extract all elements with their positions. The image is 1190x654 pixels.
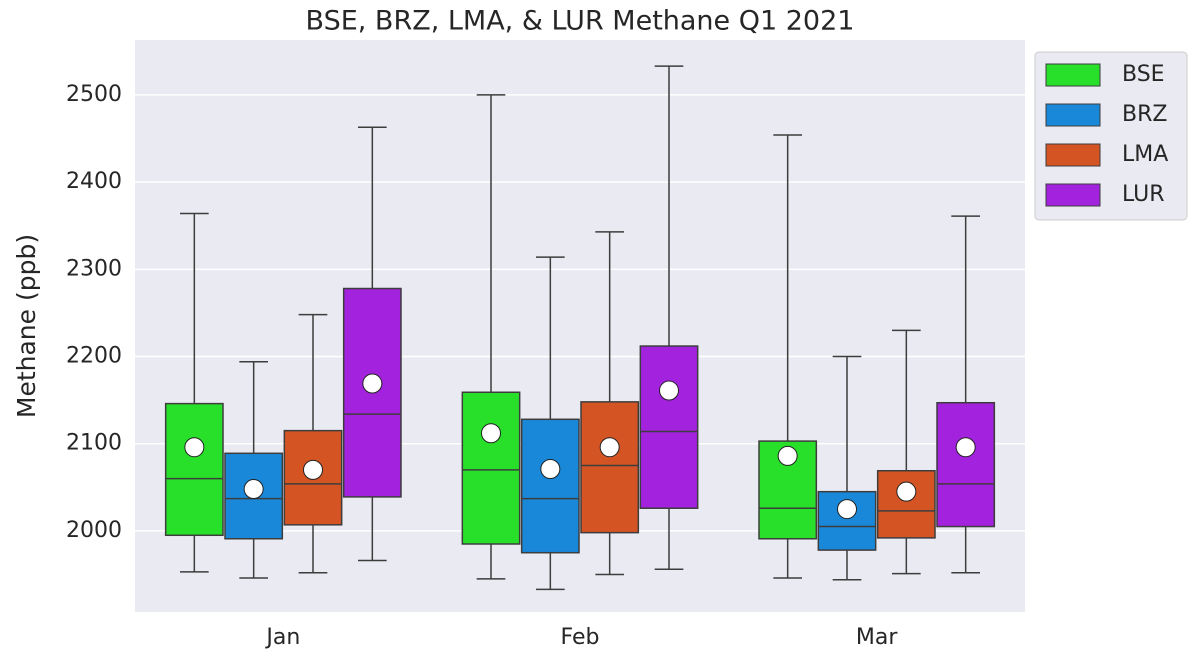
legend-label: BSE (1122, 62, 1165, 87)
legend-swatch (1045, 143, 1101, 167)
legend-label: LMA (1122, 142, 1168, 167)
box (936, 401, 996, 528)
x-tick-label: Feb (561, 625, 600, 650)
mean-marker (243, 479, 264, 500)
mean-marker (659, 380, 679, 401)
legend-swatch (1045, 103, 1101, 127)
chart-title: BSE, BRZ, LMA, & LUR Methane Q1 2021 (306, 6, 855, 37)
y-tick-label: 2400 (66, 169, 122, 194)
mean-marker (599, 437, 620, 458)
mean-marker (540, 459, 561, 479)
y-tick-label: 2200 (66, 344, 122, 369)
legend-swatch (1045, 63, 1101, 87)
mean-marker (955, 437, 976, 458)
mean-marker (837, 499, 857, 520)
marks (164, 65, 996, 591)
plot-area (135, 40, 1025, 612)
x-tick-label: Mar (856, 625, 898, 650)
legend-label: LUR (1122, 182, 1165, 207)
mean-marker (184, 437, 205, 458)
legend-label: BRZ (1122, 102, 1167, 127)
legend: BSE BRZ LMA LUR (1034, 51, 1188, 221)
box (461, 391, 521, 545)
box (639, 345, 699, 509)
y-tick-label: 2500 (66, 82, 122, 107)
mean-marker (481, 423, 501, 444)
grid (135, 94, 1025, 532)
y-tick-label: 2000 (66, 518, 122, 543)
box (876, 469, 936, 539)
y-tick-label: 2300 (66, 256, 122, 281)
x-tick-label: Jan (264, 625, 300, 650)
legend-swatch (1045, 183, 1101, 207)
box (164, 402, 224, 537)
mean-marker (777, 445, 798, 466)
mean-marker (362, 373, 383, 394)
box (520, 418, 580, 554)
legend-box (1034, 51, 1188, 221)
mean-marker (896, 481, 917, 502)
y-tick-label: 2100 (66, 431, 122, 456)
y-axis-label: Methane (ppb) (12, 234, 41, 418)
box (580, 401, 640, 534)
mean-marker (303, 459, 323, 480)
